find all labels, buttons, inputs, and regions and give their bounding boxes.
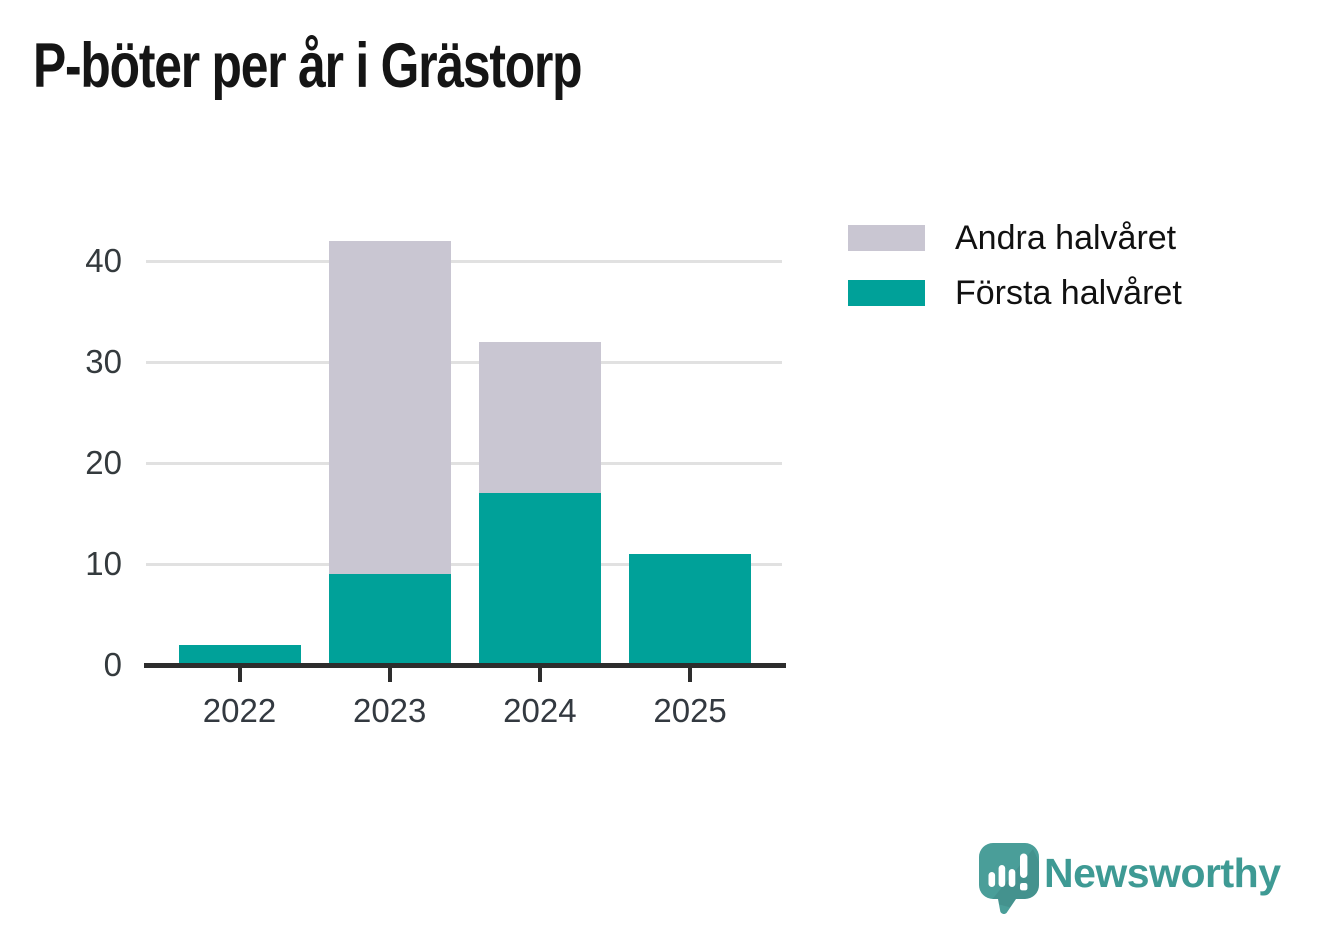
legend-swatch: [848, 280, 925, 306]
newsworthy-logo-text: Newsworthy: [1044, 850, 1281, 896]
logo-barchart-glyph: [988, 853, 1028, 891]
x-axis-tick: [688, 668, 693, 682]
y-axis-tick-label: 40: [85, 242, 122, 279]
x-axis-tick: [537, 668, 542, 682]
gridline-y-10: [146, 562, 782, 566]
x-axis-line: [144, 663, 786, 668]
y-axis-tick-label: 10: [85, 545, 122, 582]
x-axis-tick-label: 2025: [653, 692, 727, 729]
gridline-y-40: [146, 259, 782, 263]
bar-segment-2025: [629, 553, 752, 665]
gridline-y-20: [146, 461, 782, 465]
legend-item: Andra halvåret: [848, 218, 1182, 258]
y-axis-tick-label: 20: [85, 444, 122, 481]
bar-segment-2024: [478, 493, 601, 665]
newsworthy-logo-icon: [979, 843, 1039, 915]
bar-segment-2022: [178, 644, 301, 665]
gridline-y-30: [146, 360, 782, 364]
x-axis-tick: [387, 668, 392, 682]
x-axis-tick-label: 2022: [202, 692, 277, 729]
chart-title: P-böter per år i Grästorp: [33, 31, 583, 101]
legend-label: Andra halvåret: [955, 218, 1177, 257]
x-axis-tick: [237, 668, 242, 682]
legend-swatch: [848, 225, 925, 251]
legend-label: Första halvåret: [955, 273, 1182, 312]
bar-segment-2023: [328, 574, 451, 665]
legend: Andra halvåret Första halvåret: [848, 218, 1182, 328]
x-axis-tick-label: 2024: [503, 692, 577, 729]
bar-segment-2023: [328, 240, 451, 575]
newsworthy-logo: Newsworthy: [978, 842, 1308, 926]
y-axis-tick-label: 0: [103, 646, 122, 683]
bar-segment-2024: [478, 341, 601, 494]
y-axis-tick-label: 30: [85, 343, 122, 380]
legend-item: Första halvåret: [848, 273, 1182, 313]
x-axis-tick-label: 2023: [352, 692, 427, 729]
